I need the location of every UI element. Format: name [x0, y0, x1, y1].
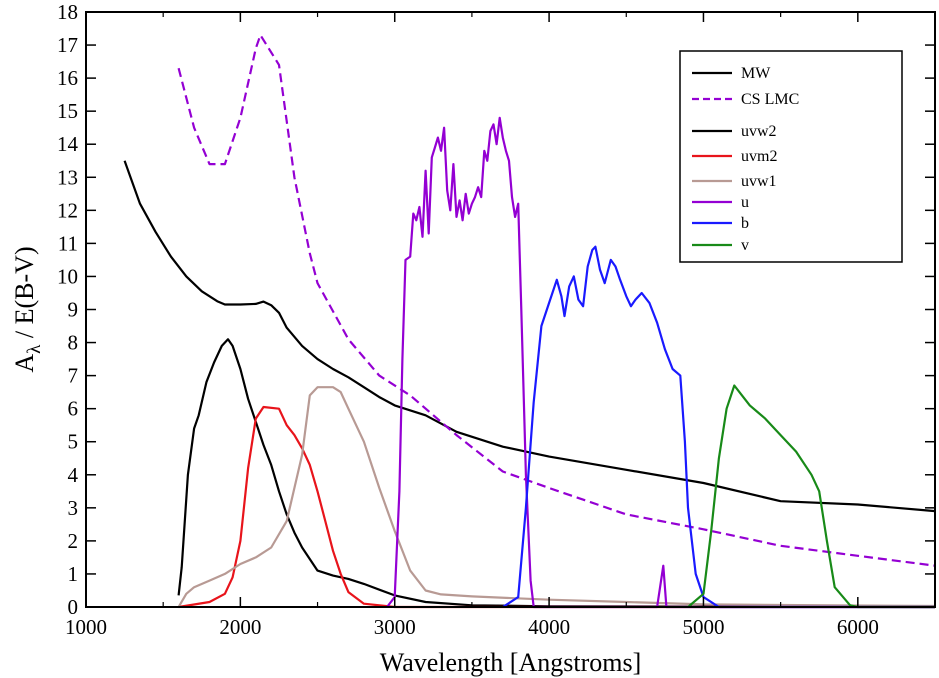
y-axis-title: Aλ / E(B-V)	[10, 246, 45, 372]
legend-label: uvw2	[741, 123, 777, 140]
x-axis-title: Wavelength [Angstroms]	[380, 648, 641, 677]
legend-label: v	[741, 237, 749, 254]
y-tick-label: 1	[68, 562, 79, 586]
y-axis-title-subscript: λ	[24, 344, 45, 354]
y-axis-title-rest: / E(B-V)	[10, 246, 39, 344]
series-layer	[123, 34, 936, 609]
x-tick-label: 1000	[65, 615, 107, 639]
legend-label: uvm2	[741, 148, 777, 165]
y-tick-label: 15	[57, 99, 78, 123]
y-tick-label: 10	[57, 264, 78, 288]
y-axis-title-main: A	[10, 354, 39, 373]
y-tick-label: 6	[68, 397, 79, 421]
legend: MW CS LMC uvw2 uvm2 uvw1 ubv	[679, 50, 903, 263]
tick-layer: 1000 2000 3000 4000 5000 60000123456789101112…	[57, 0, 935, 639]
y-tick-label: 14	[57, 132, 79, 156]
y-tick-label: 16	[57, 66, 78, 90]
y-tick-label: 4	[68, 463, 79, 487]
y-tick-label: 2	[68, 529, 79, 553]
x-tick-label: 6000	[837, 615, 879, 639]
legend-label: MW	[741, 65, 771, 82]
x-tick-label: 4000	[528, 615, 570, 639]
series-line-mw	[123, 160, 936, 513]
y-tick-label: 17	[57, 33, 78, 57]
series-line-u	[386, 116, 935, 609]
y-tick-label: 0	[68, 595, 79, 619]
y-tick-label: 12	[57, 198, 78, 222]
x-tick-label: 2000	[219, 615, 261, 639]
x-tick-label: 5000	[682, 615, 724, 639]
series-line-uvm2	[178, 405, 935, 609]
series-line-b	[502, 245, 935, 609]
legend-label: b	[741, 215, 749, 232]
y-tick-label: 11	[58, 231, 78, 255]
legend-label: CS LMC	[741, 91, 799, 108]
y-tick-label: 5	[68, 430, 79, 454]
series-line-uvw2	[177, 338, 936, 609]
legend-label: u	[741, 194, 749, 211]
series-line-v	[687, 384, 935, 609]
y-tick-label: 3	[68, 496, 79, 520]
y-tick-label: 9	[68, 298, 79, 322]
series-line-uvw1	[177, 386, 936, 608]
y-tick-label: 13	[57, 165, 78, 189]
y-tick-label: 7	[68, 364, 79, 388]
x-tick-label: 3000	[374, 615, 416, 639]
y-tick-label: 18	[57, 0, 78, 24]
series-line-cs-lmc	[177, 34, 936, 567]
legend-label: uvw1	[741, 173, 777, 190]
y-tick-label: 8	[68, 331, 79, 355]
